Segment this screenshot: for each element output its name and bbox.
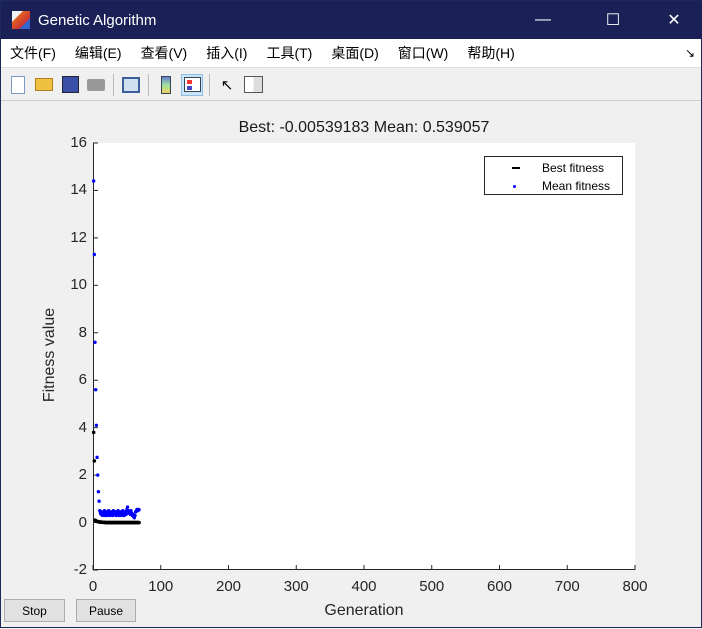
legend[interactable]: Best fitness Mean fitness xyxy=(484,156,623,195)
menu-insert[interactable]: 插入(I) xyxy=(206,45,248,61)
y-tick-label: 14 xyxy=(70,181,87,199)
y-tick-label: -2 xyxy=(73,561,87,578)
menu-edit[interactable]: 编辑(E) xyxy=(74,45,122,61)
toolbar-separator xyxy=(209,73,210,96)
print-icon[interactable] xyxy=(85,74,107,96)
best-fitness-point xyxy=(91,430,96,435)
y-tick-label: 2 xyxy=(78,466,87,484)
menu-tools[interactable]: 工具(T) xyxy=(266,45,313,61)
best-fitness-point xyxy=(92,459,97,463)
mean-fitness-point xyxy=(97,499,101,503)
y-tick-label: 0 xyxy=(78,513,87,531)
mean-fitness-point xyxy=(137,508,141,512)
toolbar-separator xyxy=(113,73,114,96)
legend-label-mean: Mean fitness xyxy=(542,179,611,193)
menu-file[interactable]: 文件(F) xyxy=(10,45,56,61)
mean-fitness-point xyxy=(96,490,101,494)
title-bar: Genetic Algorithm — ☐ ✕ xyxy=(1,1,702,39)
toolbar-separator xyxy=(148,73,149,96)
plot-title: Best: -0.00539183 Mean: 0.539057 xyxy=(238,119,490,136)
mean-fitness-point xyxy=(96,473,100,477)
x-tick-label: 100 xyxy=(148,578,174,595)
dock-arrow-icon[interactable]: ↘ xyxy=(684,46,695,60)
mean-fitness-point xyxy=(133,513,137,518)
x-tick-label: 0 xyxy=(88,578,98,595)
toolbar: ↖ xyxy=(1,69,701,101)
x-tick-label: 800 xyxy=(622,578,648,595)
mean-fitness-point xyxy=(124,512,128,516)
x-tick-label: 500 xyxy=(419,578,445,595)
y-tick-label: 16 xyxy=(70,134,87,151)
stop-button[interactable]: Stop xyxy=(4,599,65,622)
new-figure-icon[interactable] xyxy=(7,74,29,96)
mean-fitness-point xyxy=(125,505,130,509)
y-tick-label: 6 xyxy=(78,371,87,389)
y-tick-label: 10 xyxy=(70,276,87,294)
colorbar-icon[interactable] xyxy=(155,74,177,96)
matlab-logo-icon xyxy=(12,11,30,29)
x-tick-label: 200 xyxy=(215,578,242,595)
menu-view[interactable]: 查看(V) xyxy=(140,45,188,61)
open-icon[interactable] xyxy=(33,74,55,96)
mean-fitness-point xyxy=(94,388,98,392)
legend-icon[interactable] xyxy=(181,73,203,96)
mean-fitness-point xyxy=(121,508,125,513)
best-fitness-point xyxy=(137,520,141,525)
link-icon[interactable] xyxy=(120,74,142,96)
menu-desktop[interactable]: 桌面(D) xyxy=(331,45,379,61)
y-tick-label: 12 xyxy=(70,228,87,246)
y-tick-label: 8 xyxy=(78,323,87,341)
x-axis-label: Generation xyxy=(324,602,404,619)
y-axis-label: Fitness value xyxy=(41,307,58,403)
x-tick-label: 700 xyxy=(554,578,580,595)
save-icon[interactable] xyxy=(59,74,81,96)
pause-button[interactable]: Pause xyxy=(76,599,136,622)
legend-marker-best xyxy=(512,167,520,169)
pointer-icon[interactable]: ↖ xyxy=(220,76,234,94)
x-tick-label: 400 xyxy=(351,578,377,595)
legend-label-best: Best fitness xyxy=(542,161,605,175)
window-title: Genetic Algorithm xyxy=(38,11,157,29)
menu-window[interactable]: 窗口(W) xyxy=(397,45,449,61)
mean-fitness-point xyxy=(92,252,97,257)
x-tick-label: 300 xyxy=(283,578,309,595)
plot-area[interactable] xyxy=(93,143,635,570)
minimize-button[interactable]: — xyxy=(535,11,551,28)
mean-fitness-point xyxy=(91,179,96,183)
mean-fitness-point xyxy=(93,340,97,344)
menu-bar: 文件(F) 编辑(E) 查看(V) 插入(I) 工具(T) 桌面(D) 窗口(W… xyxy=(1,39,701,68)
mean-fitness-point xyxy=(94,423,99,427)
legend-marker-mean xyxy=(513,184,516,188)
mean-fitness-point xyxy=(95,455,99,460)
close-button[interactable]: ✕ xyxy=(667,12,681,29)
x-tick-label: 600 xyxy=(486,578,513,595)
property-editor-icon[interactable] xyxy=(242,74,264,96)
y-tick-label: 4 xyxy=(78,418,87,436)
maximize-button[interactable]: ☐ xyxy=(605,12,621,29)
menu-help[interactable]: 帮助(H) xyxy=(467,45,515,61)
